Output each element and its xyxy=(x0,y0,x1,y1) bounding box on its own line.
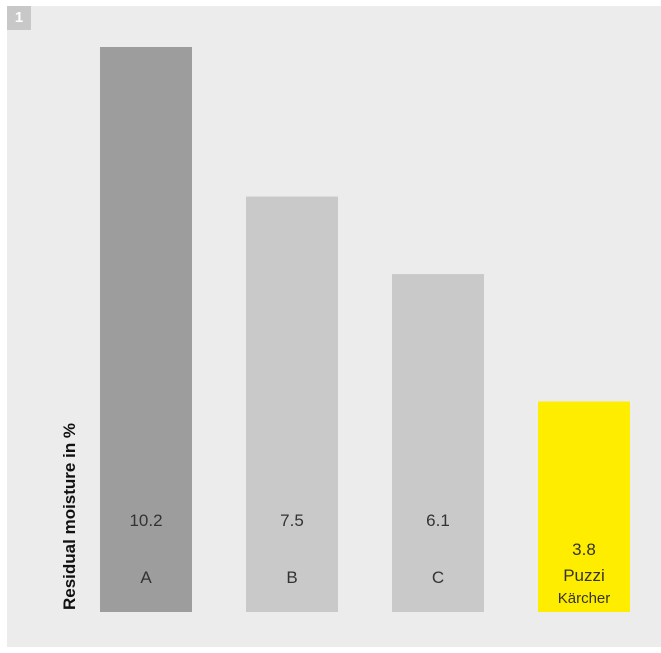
bars-group: 10.2 A 7.5 B 6.1 C 3.8 Puzzi Kärcher xyxy=(100,47,630,612)
value-label: 7.5 xyxy=(280,511,304,530)
category-label: A xyxy=(140,568,152,587)
y-axis-label: Residual moisture in % xyxy=(60,423,79,610)
figure-number-badge: 1 xyxy=(7,6,31,30)
category-label: Puzzi xyxy=(563,566,605,585)
value-label: 6.1 xyxy=(426,511,450,530)
value-label: 3.8 xyxy=(572,540,596,559)
bar-c xyxy=(392,274,484,612)
bar-puzzi xyxy=(538,401,630,612)
bar-a xyxy=(100,47,192,612)
category-label: B xyxy=(286,568,297,587)
category-label: C xyxy=(432,568,444,587)
brand-label: Kärcher xyxy=(558,590,611,607)
value-label: 10.2 xyxy=(129,511,162,530)
bar-b xyxy=(246,196,338,612)
